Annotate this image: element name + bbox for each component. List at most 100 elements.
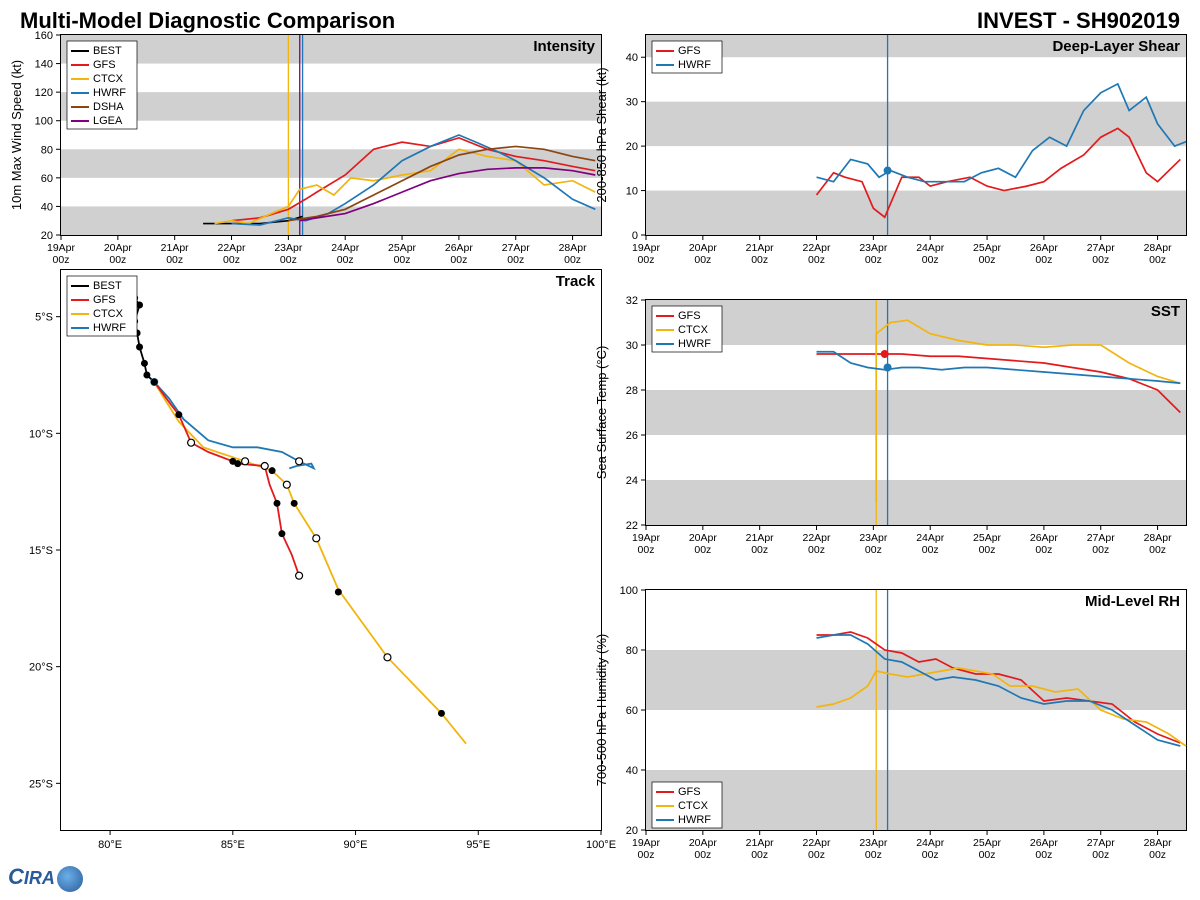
svg-text:GFS: GFS [678,310,701,322]
svg-text:26Apr: 26Apr [1030,242,1059,254]
sst-chart: 22242628303219Apr00z20Apr00z21Apr00z22Ap… [645,299,1187,526]
svg-text:00z: 00z [751,544,768,556]
svg-text:10°S: 10°S [29,428,53,440]
svg-text:00z: 00z [507,254,524,266]
svg-text:24Apr: 24Apr [916,242,945,254]
svg-text:CTCX: CTCX [93,73,124,85]
svg-text:20Apr: 20Apr [689,837,718,849]
svg-text:30: 30 [626,97,638,109]
svg-text:00z: 00z [564,254,581,266]
svg-text:200-850 hPa Shear (kt): 200-850 hPa Shear (kt) [594,67,609,202]
svg-text:21Apr: 21Apr [746,837,775,849]
svg-text:25°S: 25°S [29,778,53,790]
svg-text:40: 40 [41,201,53,213]
svg-text:80: 80 [626,645,638,657]
intensity-chart: 2040608010012014016019Apr00z20Apr00z21Ap… [60,34,602,236]
svg-text:00z: 00z [979,544,996,556]
svg-text:00z: 00z [1149,849,1166,861]
chart-grid: 2040608010012014016019Apr00z20Apr00z21Ap… [60,34,1190,840]
svg-text:20: 20 [626,141,638,153]
svg-text:40: 40 [626,52,638,64]
svg-text:00z: 00z [1092,254,1109,266]
svg-text:26Apr: 26Apr [445,242,474,254]
svg-text:40: 40 [626,765,638,777]
svg-text:DSHA: DSHA [93,101,124,113]
svg-text:19Apr: 19Apr [632,242,661,254]
svg-text:100: 100 [35,116,53,128]
svg-text:100: 100 [620,585,638,597]
svg-text:0: 0 [632,230,638,242]
svg-text:00z: 00z [1092,849,1109,861]
svg-text:23Apr: 23Apr [859,242,888,254]
svg-text:Track: Track [556,273,596,290]
svg-text:00z: 00z [865,544,882,556]
svg-text:SST: SST [1151,303,1180,320]
svg-text:00z: 00z [808,544,825,556]
svg-text:25Apr: 25Apr [973,242,1002,254]
svg-text:00z: 00z [865,849,882,861]
svg-text:32: 32 [626,295,638,307]
svg-text:22Apr: 22Apr [803,242,832,254]
svg-text:Sea Surface Temp (°C): Sea Surface Temp (°C) [594,346,609,480]
svg-text:00z: 00z [1092,544,1109,556]
svg-text:21Apr: 21Apr [161,242,190,254]
svg-text:00z: 00z [694,849,711,861]
header-left: Multi-Model Diagnostic Comparison [20,8,395,34]
svg-text:GFS: GFS [93,59,116,71]
svg-text:20Apr: 20Apr [689,532,718,544]
svg-text:00z: 00z [223,254,240,266]
svg-text:700-500 hPa Humidity (%): 700-500 hPa Humidity (%) [594,634,609,786]
svg-text:85°E: 85°E [221,839,245,851]
svg-text:26Apr: 26Apr [1030,532,1059,544]
svg-text:95°E: 95°E [466,839,490,851]
svg-text:80: 80 [41,144,53,156]
svg-text:GFS: GFS [93,294,116,306]
svg-text:CTCX: CTCX [678,324,709,336]
svg-text:HWRF: HWRF [678,814,711,826]
svg-text:00z: 00z [808,254,825,266]
svg-text:23Apr: 23Apr [859,532,888,544]
svg-text:00z: 00z [979,254,996,266]
svg-text:15°S: 15°S [29,545,53,557]
shear-chart: 01020304019Apr00z20Apr00z21Apr00z22Apr00… [645,34,1187,236]
svg-text:23Apr: 23Apr [859,837,888,849]
rh-chart: 2040608010019Apr00z20Apr00z21Apr00z22Apr… [645,589,1187,831]
svg-text:22Apr: 22Apr [218,242,247,254]
svg-text:27Apr: 27Apr [1087,532,1116,544]
svg-text:28Apr: 28Apr [559,242,588,254]
svg-text:28Apr: 28Apr [1144,242,1173,254]
svg-text:90°E: 90°E [344,839,368,851]
svg-text:00z: 00z [694,544,711,556]
svg-text:GFS: GFS [678,45,701,57]
svg-text:00z: 00z [638,849,655,861]
svg-text:20Apr: 20Apr [104,242,133,254]
svg-text:00z: 00z [109,254,126,266]
svg-text:00z: 00z [922,544,939,556]
svg-text:27Apr: 27Apr [502,242,531,254]
svg-text:120: 120 [35,87,53,99]
svg-text:26Apr: 26Apr [1030,837,1059,849]
svg-text:00z: 00z [394,254,411,266]
svg-text:00z: 00z [922,254,939,266]
svg-text:160: 160 [35,30,53,42]
svg-text:25Apr: 25Apr [388,242,417,254]
svg-text:00z: 00z [1035,849,1052,861]
svg-text:22Apr: 22Apr [803,837,832,849]
svg-text:CTCX: CTCX [93,308,124,320]
svg-text:60: 60 [41,173,53,185]
svg-text:21Apr: 21Apr [746,242,775,254]
svg-text:00z: 00z [751,254,768,266]
svg-text:28Apr: 28Apr [1144,837,1173,849]
svg-text:20Apr: 20Apr [689,242,718,254]
svg-text:00z: 00z [1035,254,1052,266]
svg-text:10: 10 [626,186,638,198]
svg-text:24Apr: 24Apr [331,242,360,254]
svg-text:00z: 00z [337,254,354,266]
svg-text:140: 140 [35,59,53,71]
svg-text:00z: 00z [280,254,297,266]
svg-text:HWRF: HWRF [678,338,711,350]
svg-text:19Apr: 19Apr [632,532,661,544]
cira-logo: CIRA [8,864,83,892]
svg-text:25Apr: 25Apr [973,532,1002,544]
svg-text:10m Max Wind Speed (kt): 10m Max Wind Speed (kt) [9,60,24,210]
